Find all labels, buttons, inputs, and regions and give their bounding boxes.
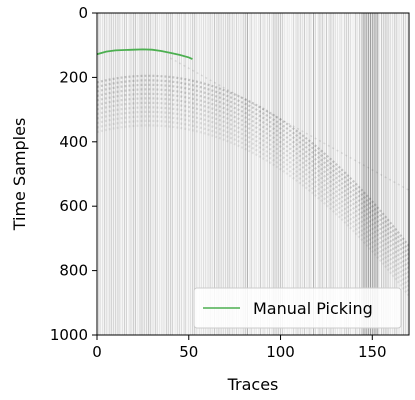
- y-tick-label: 400: [59, 133, 88, 151]
- plot-frame: [96, 12, 410, 336]
- series-line-manual-picking: [97, 48, 193, 60]
- y-tick-label: 0: [78, 4, 88, 22]
- y-axis-ticks: 0 200 400 600 800 1000: [50, 4, 97, 344]
- legend-box: [193, 287, 402, 329]
- x-tick-label: 100: [266, 343, 295, 361]
- x-axis-label: Traces: [227, 375, 279, 394]
- y-tick-label: 800: [59, 262, 88, 280]
- legend: Manual Picking: [193, 287, 402, 329]
- y-axis-label: Time Samples: [10, 118, 29, 232]
- x-tick-label: 0: [92, 343, 102, 361]
- series-layer: [97, 48, 193, 60]
- x-axis-ticks: 0 50 100 150: [92, 335, 387, 361]
- legend-label-manual-picking: Manual Picking: [253, 299, 373, 318]
- x-tick-label: 150: [358, 343, 387, 361]
- y-tick-label: 1000: [50, 326, 88, 344]
- plot-background: [97, 13, 409, 335]
- x-tick-label: 50: [179, 343, 198, 361]
- seismic-gather-image: [97, 13, 409, 335]
- y-tick-label: 200: [59, 68, 88, 86]
- y-tick-label: 600: [59, 197, 88, 215]
